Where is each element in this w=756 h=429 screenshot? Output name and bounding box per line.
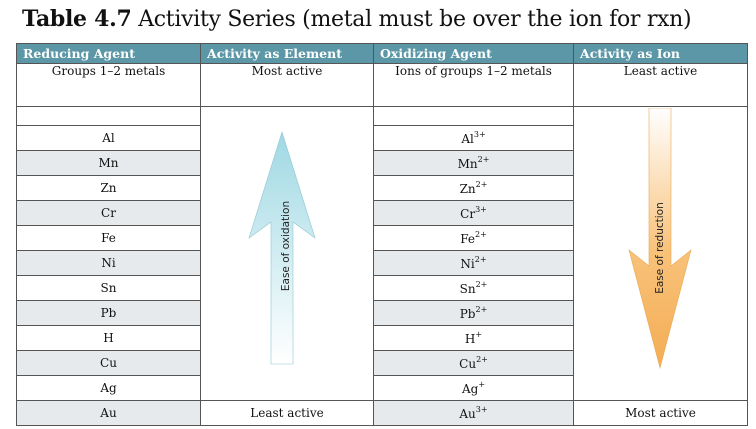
header-activity-element: Activity as Element: [200, 43, 374, 64]
reducing-agent-cell: Ag: [16, 375, 201, 401]
ion-symbol: Mn: [457, 157, 478, 171]
oxidizing-agent-cell: Pb2+: [373, 300, 574, 326]
oxidizing-agent-cell: Al3+: [373, 125, 574, 151]
table-row: Al Al3+: [16, 125, 748, 151]
oxidation-arrow: [248, 130, 316, 365]
table-row: Ag Ag+: [16, 375, 748, 401]
element-activity-cell: [200, 375, 374, 401]
ion-activity-cell: [573, 375, 748, 401]
ion-symbol: Fe: [460, 232, 475, 246]
ion-symbol: Ag: [461, 382, 479, 396]
oxidizing-agent-cell: Cr3+: [373, 200, 574, 226]
reducing-agent-cell: Zn: [16, 175, 201, 201]
oxidizing-agent-cell: Ni2+: [373, 250, 574, 276]
oxidizing-agent-cell: Fe2+: [373, 225, 574, 251]
oxidizing-agent-cell: Mn2+: [373, 150, 574, 176]
ion-charge: 2+: [475, 180, 488, 189]
least-active-element-cell: Least active: [200, 400, 374, 426]
oxidizing-agent-cell: Cu2+: [373, 350, 574, 376]
reducing-agent-cell: Cr: [16, 200, 201, 226]
ion-charge: 2+: [477, 155, 490, 164]
ion-symbol: Al: [461, 132, 474, 146]
oxidizing-agent-cell: Zn2+: [373, 175, 574, 201]
ion-symbol: Ni: [460, 257, 475, 271]
ion-charge: 2+: [475, 305, 488, 314]
ion-symbol: H: [464, 332, 476, 346]
oxidizing-agent-cell: Sn2+: [373, 275, 574, 301]
reducing-agent-cell: Cu: [16, 350, 201, 376]
reducing-agent-cell: H: [16, 325, 201, 351]
reduction-arrow: [628, 108, 692, 370]
ion-symbol: Cr: [460, 207, 476, 221]
table-number: Table 4.7: [22, 6, 132, 32]
ion-symbol: Sn: [459, 282, 476, 296]
table-caption: Activity Series (metal must be over the …: [138, 7, 692, 32]
reducing-agent-cell: Pb: [16, 300, 201, 326]
ion-symbol: Cu: [459, 357, 477, 371]
header-oxidizing-agent: Oxidizing Agent: [373, 43, 574, 64]
ion-charge: 2+: [474, 230, 487, 239]
reducing-agent-cell: Ni: [16, 250, 201, 276]
ion-charge: 2+: [476, 355, 488, 364]
spacer-cell: [16, 106, 201, 126]
table-title: Table 4.7 Activity Series (metal must be…: [22, 6, 692, 32]
oxidizing-agent-cell: Au3+: [373, 400, 574, 426]
ion-charge: 3+: [475, 405, 488, 414]
table-row: Sn Sn2+: [16, 275, 748, 301]
ease-of-oxidation-label: Ease of oxidation: [280, 200, 292, 292]
groups-metals-cell: Groups 1–2 metals: [16, 63, 201, 107]
ion-symbol: Au: [459, 407, 476, 421]
ion-charge: +: [475, 330, 483, 339]
ion-symbol: Pb: [459, 307, 476, 321]
reducing-agent-cell: Sn: [16, 275, 201, 301]
most-active-element-cell: Most active: [200, 63, 374, 107]
oxidizing-agent-cell: Ag+: [373, 375, 574, 401]
ion-symbol: Zn: [459, 182, 476, 196]
ion-charge: 3+: [475, 205, 487, 214]
reducing-agent-cell: Fe: [16, 225, 201, 251]
ion-charge: 2+: [474, 255, 487, 264]
ion-charge: 2+: [475, 280, 488, 289]
groups-ions-cell: Ions of groups 1–2 metals: [373, 63, 574, 107]
table-row-last: Au Least active Au3+ Most active: [16, 400, 748, 426]
element-activity-cell: [200, 125, 374, 151]
reducing-agent-cell: Al: [16, 125, 201, 151]
ion-charge: 3+: [473, 130, 486, 139]
spacer-row: [16, 106, 748, 126]
ion-charge: +: [478, 380, 486, 389]
reducing-agent-cell: Au: [16, 400, 201, 426]
spacer-cell: [200, 106, 374, 126]
header-reducing-agent: Reducing Agent: [16, 43, 201, 64]
ease-of-reduction-label: Ease of reduction: [654, 202, 666, 294]
spacer-cell: [373, 106, 574, 126]
most-active-ion-cell: Most active: [573, 400, 748, 426]
reducing-agent-cell: Mn: [16, 150, 201, 176]
oxidizing-agent-cell: H+: [373, 325, 574, 351]
header-activity-ion: Activity as Ion: [573, 43, 748, 64]
least-active-ion-cell: Least active: [573, 63, 748, 107]
